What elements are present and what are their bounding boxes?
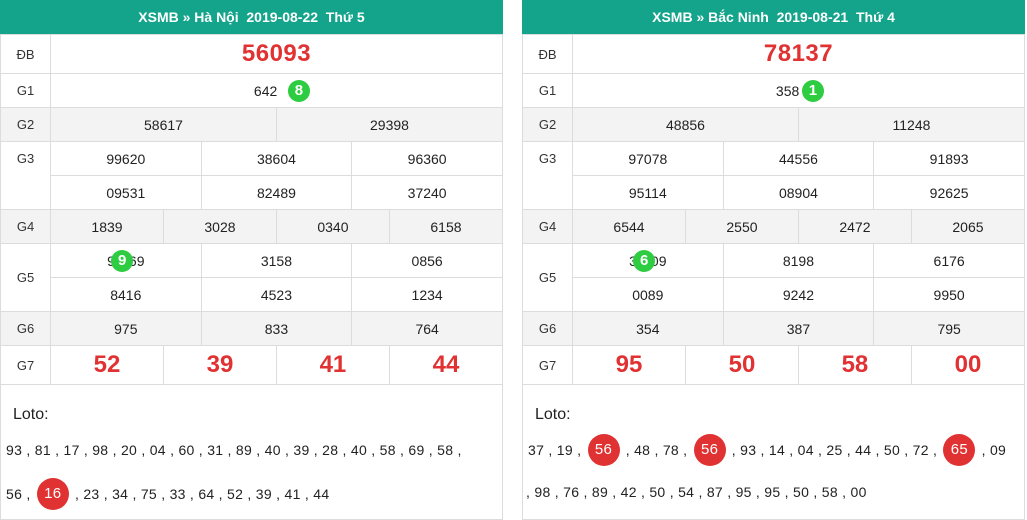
prize-label-g3: G3 [522, 141, 573, 210]
results-panel-hanoi: XSMB » Hà Nội 2019-08-22 Thứ 5 ĐB 56093 … [0, 0, 505, 520]
highlight-digit-marker: 9 [111, 249, 134, 272]
prize-cell: 3096 [572, 243, 724, 278]
first-prize: 35891 [572, 73, 1025, 108]
loto-line: 56 , 16 , 23 , 34 , 75 , 33 , 64 , 52 , … [6, 478, 329, 510]
prize-cell-g7: 39 [162, 345, 277, 385]
highlight-digit-marker: 6 [633, 249, 656, 272]
prize-label-g1: G1 [522, 73, 573, 108]
prize-label-g7: G7 [0, 345, 51, 385]
highlight-digit-marker: 8 [287, 79, 310, 102]
first-prize-number: 64218 [254, 79, 310, 102]
loto-section: Loto: 37 , 19 , 56 , 48 , 78 , 56 , 93 ,… [522, 384, 1025, 520]
prize-cell-g7: 00 [910, 345, 1026, 385]
prize-cell: 44556 [722, 141, 875, 176]
prize-label-g2: G2 [0, 107, 51, 142]
prize-cell-g7: 41 [275, 345, 390, 385]
prize-label-g1: G1 [0, 73, 51, 108]
special-prize-number: 56093 [241, 40, 312, 67]
prize-cell: 29398 [275, 107, 504, 142]
prize-cell: 354 [572, 311, 724, 346]
prize-cell: 48856 [572, 107, 799, 142]
prize-cell: 38604 [200, 141, 353, 176]
prize-cell: 8416 [50, 277, 202, 312]
prize-label-g4: G4 [0, 209, 51, 244]
first-prize-number: 35891 [776, 79, 824, 102]
prize-cell: 95114 [572, 175, 724, 210]
prize-cell: 2065 [910, 209, 1026, 244]
panel-header[interactable]: XSMB » Bắc Ninh 2019-08-21 Thứ 4 [522, 0, 1025, 34]
g5-highlight-number: 9699 [107, 249, 145, 272]
prize-cell: 1234 [351, 277, 503, 312]
prize-cell: 91893 [873, 141, 1025, 176]
loto-section: Loto: 93 , 81 , 17 , 98 , 20 , 04 , 60 ,… [0, 384, 503, 520]
loto-title: Loto: [13, 406, 49, 423]
prize-label-db: ĐB [522, 34, 573, 74]
special-prize-number: 78137 [763, 40, 834, 67]
prize-cell: 99620 [50, 141, 202, 176]
prize-cell: 9699 [50, 243, 202, 278]
prize-cell: 37240 [351, 175, 503, 210]
prize-cell: 58617 [50, 107, 277, 142]
panel-header[interactable]: XSMB » Hà Nội 2019-08-22 Thứ 5 [0, 0, 503, 34]
prize-cell: 6544 [572, 209, 686, 244]
prize-cell-g7: 44 [388, 345, 504, 385]
prize-cell: 3158 [200, 243, 353, 278]
prize-label-g2: G2 [522, 107, 573, 142]
prize-cell: 82489 [200, 175, 353, 210]
results-panel-bacninh: XSMB » Bắc Ninh 2019-08-21 Thứ 4 ĐB 7813… [522, 0, 1027, 520]
prize-cell: 1839 [50, 209, 164, 244]
special-prize: 56093 [50, 34, 503, 74]
prize-cell: 387 [722, 311, 875, 346]
prize-cell-g7: 52 [50, 345, 164, 385]
prize-cell-g7: 95 [572, 345, 686, 385]
loto-line: 37 , 19 , 56 , 48 , 78 , 56 , 93 , 14 , … [528, 434, 1006, 466]
prize-cell: 11248 [797, 107, 1026, 142]
prize-cell: 96360 [351, 141, 503, 176]
prize-label-g3: G3 [0, 141, 51, 210]
first-prize: 64218 [50, 73, 503, 108]
loto-title: Loto: [535, 406, 571, 423]
prize-cell: 0856 [351, 243, 503, 278]
prize-cell: 764 [351, 311, 503, 346]
prize-label-g7: G7 [522, 345, 573, 385]
prize-cell: 4523 [200, 277, 353, 312]
special-prize: 78137 [572, 34, 1025, 74]
loto-line: 93 , 81 , 17 , 98 , 20 , 04 , 60 , 31 , … [6, 442, 462, 458]
loto-highlight-badge: 56 [693, 434, 726, 466]
prize-cell: 6158 [388, 209, 504, 244]
prize-cell: 3028 [162, 209, 277, 244]
prize-label-g5: G5 [522, 243, 573, 312]
prize-cell: 9950 [873, 277, 1025, 312]
prize-cell: 2472 [797, 209, 912, 244]
prize-cell: 08904 [722, 175, 875, 210]
prize-label-db: ĐB [0, 34, 51, 74]
prize-cell: 6176 [873, 243, 1025, 278]
prize-cell: 0340 [275, 209, 390, 244]
prize-cell: 97078 [572, 141, 724, 176]
g5-highlight-number: 3096 [629, 249, 667, 272]
prize-cell: 833 [200, 311, 353, 346]
loto-highlight-badge: 56 [587, 434, 620, 466]
prize-cell: 975 [50, 311, 202, 346]
results-table: ĐB 78137 G1 35891 G2 48856 11248 G3 9707… [522, 34, 1026, 385]
prize-cell-g7: 50 [684, 345, 799, 385]
prize-label-g5: G5 [0, 243, 51, 312]
prize-cell-g7: 58 [797, 345, 912, 385]
loto-highlight-badge: 16 [36, 478, 69, 510]
prize-cell: 795 [873, 311, 1025, 346]
highlight-digit-marker: 1 [801, 79, 824, 102]
prize-label-g6: G6 [0, 311, 51, 346]
prize-cell: 2550 [684, 209, 799, 244]
prize-cell: 92625 [873, 175, 1025, 210]
prize-label-g6: G6 [522, 311, 573, 346]
loto-line: , 98 , 76 , 89 , 42 , 50 , 54 , 87 , 95 … [526, 484, 867, 500]
prize-label-g4: G4 [522, 209, 573, 244]
prize-cell: 09531 [50, 175, 202, 210]
loto-highlight-badge: 65 [943, 434, 976, 466]
prize-cell: 0089 [572, 277, 724, 312]
prize-cell: 8198 [722, 243, 875, 278]
results-table: ĐB 56093 G1 64218 G2 58617 29398 G3 9962… [0, 34, 504, 385]
prize-cell: 9242 [722, 277, 875, 312]
